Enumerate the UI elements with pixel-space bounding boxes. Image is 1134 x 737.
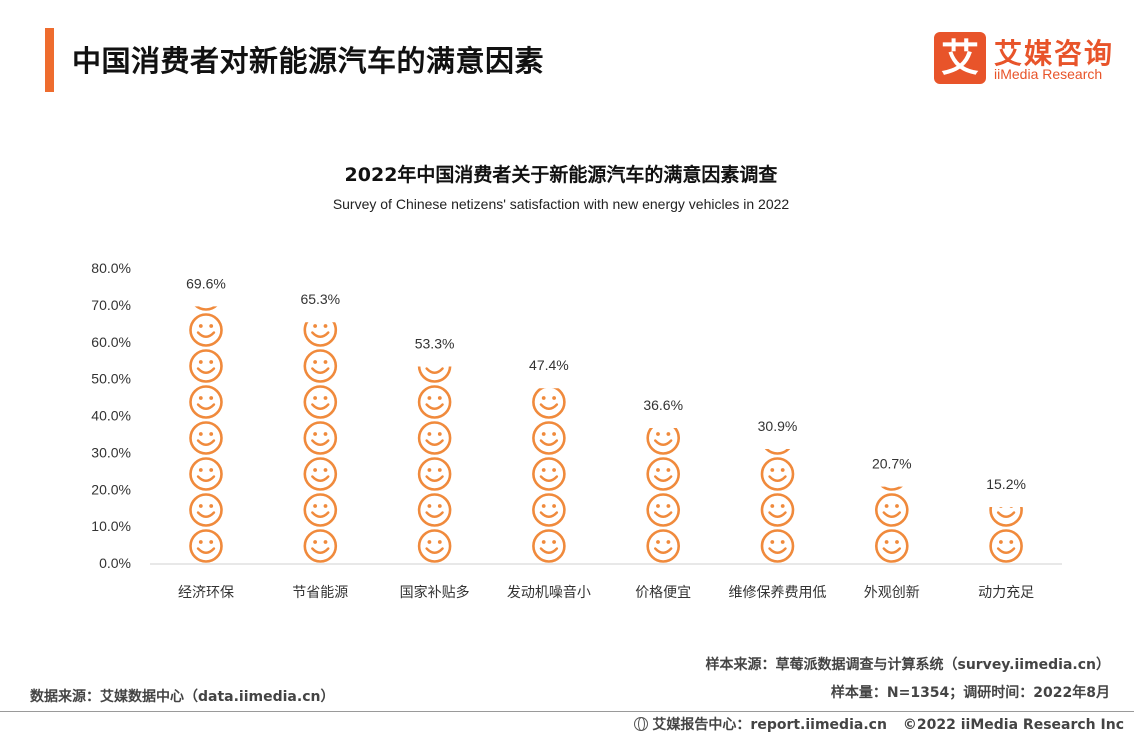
y-tick-label: 40.0% — [91, 408, 131, 424]
data-label: 47.4% — [529, 357, 569, 373]
category-label: 价格便宜 — [635, 585, 691, 601]
chart-title: 2022年中国消费者关于新能源汽车的满意因素调查 — [344, 164, 778, 186]
data-label: 69.6% — [186, 275, 226, 291]
category-label: 动力充足 — [978, 585, 1034, 601]
title-accent-bar — [45, 28, 54, 92]
report-center-link[interactable]: 艾媒报告中心：report.iimedia.cn — [652, 717, 887, 733]
y-tick-label: 30.0% — [91, 444, 131, 460]
y-tick-label: 0.0% — [99, 555, 131, 571]
logo-mark: 艾 — [934, 32, 986, 84]
iimedia-logo: 艾 艾媒咨询 iiMedia Research — [934, 32, 1124, 88]
y-tick-label: 70.0% — [91, 297, 131, 313]
smiley-bar-6 — [760, 449, 795, 563]
category-label: 节省能源 — [292, 585, 348, 601]
chart-subtitle: Survey of Chinese netizens' satisfaction… — [332, 196, 790, 212]
smiley-bar-5 — [646, 428, 681, 563]
y-tick-label: 50.0% — [91, 371, 131, 387]
smiley-bar-2 — [303, 322, 338, 563]
data-source-note: 数据来源：艾媒数据中心（data.iimedia.cn） — [30, 689, 335, 705]
data-label: 53.3% — [415, 335, 455, 351]
category-label: 经济环保 — [178, 585, 234, 601]
sample-source-note: 样本来源：草莓派数据调查与计算系统（survey.iimedia.cn） — [705, 657, 1110, 673]
category-label: 国家补贴多 — [400, 584, 470, 601]
y-tick-label: 80.0% — [91, 260, 131, 276]
globe-icon — [634, 717, 649, 731]
smiley-bar-7 — [874, 486, 909, 563]
smiley-bar-8 — [989, 506, 1023, 563]
y-tick-label: 60.0% — [91, 334, 131, 350]
data-label: 36.6% — [643, 397, 683, 413]
footer: 艾媒报告中心：report.iimedia.cn ©2022 iiMedia Re… — [634, 714, 1124, 734]
data-label: 65.3% — [300, 291, 340, 307]
y-tick-label: 10.0% — [91, 518, 131, 534]
smiley-bar-4 — [532, 388, 566, 563]
category-label: 发动机噪音小 — [507, 584, 591, 601]
category-label: 外观创新 — [864, 585, 920, 601]
copyright: ©2022 iiMedia Research Inc — [902, 717, 1124, 733]
logo-name-en: iiMedia Research — [994, 66, 1103, 82]
sample-size-note: 样本量：N=1354；调研时间：2022年8月 — [830, 685, 1110, 701]
y-tick-label: 20.0% — [91, 481, 131, 497]
footer-divider — [0, 711, 1134, 712]
smiley-bar-3 — [417, 366, 452, 563]
data-label: 30.9% — [758, 418, 798, 434]
category-label: 维修保养费用低 — [729, 585, 827, 601]
logo-name-cn: 艾媒咨询 — [994, 37, 1115, 70]
smiley-bar-1 — [189, 306, 223, 563]
page-title: 中国消费者对新能源汽车的满意因素 — [72, 44, 545, 78]
data-label: 15.2% — [986, 476, 1026, 492]
data-label: 20.7% — [872, 456, 912, 472]
